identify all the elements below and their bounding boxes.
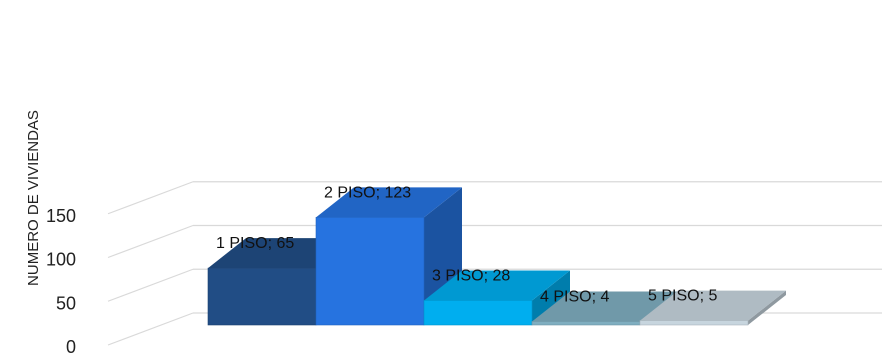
bar-front bbox=[423, 300, 533, 326]
data-labels: 1 PISO; 65 2 PISO; 123 3 PISO; 28 4 PISO; 4… bbox=[216, 184, 717, 305]
gridline-diagonal bbox=[107, 224, 194, 259]
data-label: 4 PISO; 4 bbox=[540, 289, 609, 306]
bar-front bbox=[207, 267, 317, 326]
bars bbox=[207, 187, 786, 326]
y-tick-label: 100 bbox=[46, 250, 76, 270]
y-axis-ticks: 0 50 100 150 bbox=[46, 206, 76, 357]
bar-5 bbox=[639, 290, 786, 326]
gridline-diagonal bbox=[107, 312, 194, 346]
y-tick-label: 150 bbox=[46, 206, 76, 226]
bar-side bbox=[748, 290, 786, 325]
data-label: 1 PISO; 65 bbox=[216, 235, 294, 252]
data-label: 2 PISO; 123 bbox=[324, 184, 411, 201]
data-label: 5 PISO; 5 bbox=[648, 288, 717, 305]
bar-top bbox=[316, 187, 462, 218]
bar-3 bbox=[423, 270, 570, 326]
bar-top bbox=[532, 291, 678, 322]
bar-top bbox=[424, 270, 570, 301]
y-tick-label: 50 bbox=[56, 293, 76, 313]
y-tick-label: 0 bbox=[66, 337, 76, 356]
bar-front bbox=[315, 217, 425, 326]
bar-front bbox=[531, 321, 641, 326]
gridline-diagonal bbox=[107, 268, 194, 302]
data-label: 3 PISO; 28 bbox=[432, 268, 510, 285]
bar-front bbox=[639, 320, 749, 326]
bar-side bbox=[532, 270, 570, 325]
y-axis-title: NUMERO DE VIVIENDAS bbox=[25, 110, 42, 286]
bar-top bbox=[640, 290, 786, 321]
gridline-diagonal bbox=[107, 181, 194, 215]
